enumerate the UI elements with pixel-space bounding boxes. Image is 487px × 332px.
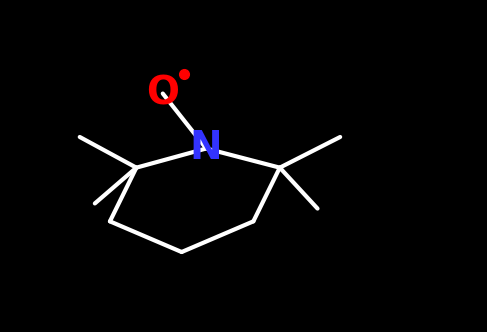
Text: O: O bbox=[146, 74, 179, 113]
Text: N: N bbox=[190, 129, 223, 167]
